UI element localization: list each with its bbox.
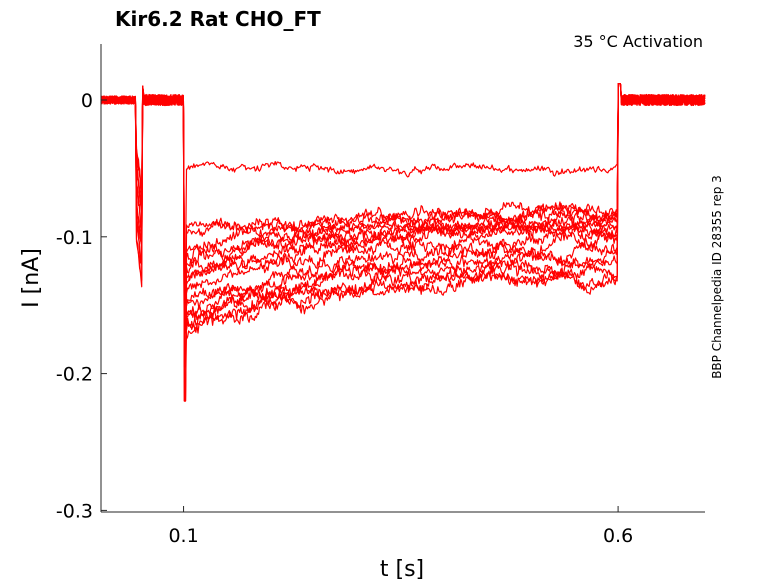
current-trace-line (100, 82, 706, 299)
y-tick-label: -0.1 (56, 227, 93, 249)
current-trace-line (100, 82, 706, 402)
chart-title: Kir6.2 Rat CHO_FT (115, 7, 321, 31)
current-traces (100, 82, 706, 402)
x-tick-label: 0.6 (603, 525, 633, 547)
current-trace-line (100, 82, 706, 301)
current-trace-line (100, 82, 706, 299)
condition-annotation: 35 °C Activation (573, 32, 703, 51)
y-axis-ticks: 0 -0.1 -0.2 -0.3 (56, 90, 107, 522)
current-trace-line (100, 82, 706, 340)
x-axis-label: t [s] (380, 557, 424, 582)
current-trace-line (100, 82, 706, 331)
y-tick-label: 0 (81, 90, 93, 112)
current-trace-line (100, 82, 706, 334)
x-tick-label: 0.1 (168, 525, 198, 547)
current-trace-line (100, 82, 706, 368)
current-trace-line (100, 82, 706, 265)
current-trace-line (100, 82, 706, 402)
y-tick-label: -0.3 (56, 500, 93, 522)
x-axis-ticks: 0.1 0.6 (168, 506, 633, 547)
side-id-label: BBP Channelpedia ID 28355 rep 3 (710, 175, 724, 379)
y-tick-label: -0.2 (56, 364, 93, 386)
y-axis-label: I [nA] (19, 248, 44, 308)
